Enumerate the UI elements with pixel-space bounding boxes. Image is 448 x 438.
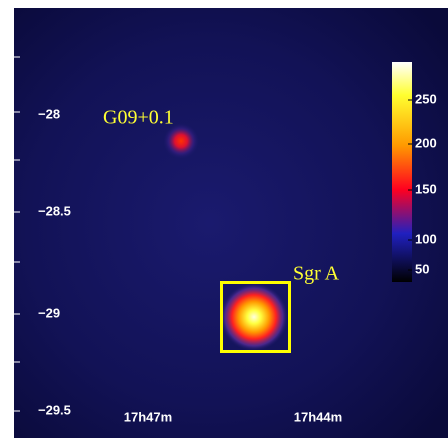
colorbar-label: 250 [415, 91, 437, 106]
x-tick-label: 17h44m [294, 409, 342, 424]
y-tick-label: −29 [38, 305, 60, 320]
colorbar-label: 100 [415, 231, 437, 246]
source-label: G09+0.1 [103, 107, 174, 129]
background [14, 8, 448, 438]
source-sgra [220, 283, 288, 351]
colorbar-label: 150 [415, 181, 437, 196]
sky-map: G09+0.1 Sgr A −28 −28.5 −29 −29.5 17h47m 17h44m… [0, 0, 448, 438]
y-tick-label: −29.5 [38, 402, 71, 417]
colorbar-label: 200 [415, 135, 437, 150]
y-tick-label: −28 [38, 106, 60, 121]
x-tick-label: 17h47m [124, 409, 172, 424]
colorbar [392, 62, 412, 282]
colorbar-label: 50 [415, 261, 429, 276]
source-label: Sgr A [293, 263, 340, 285]
y-tick-label: −28.5 [38, 203, 71, 218]
